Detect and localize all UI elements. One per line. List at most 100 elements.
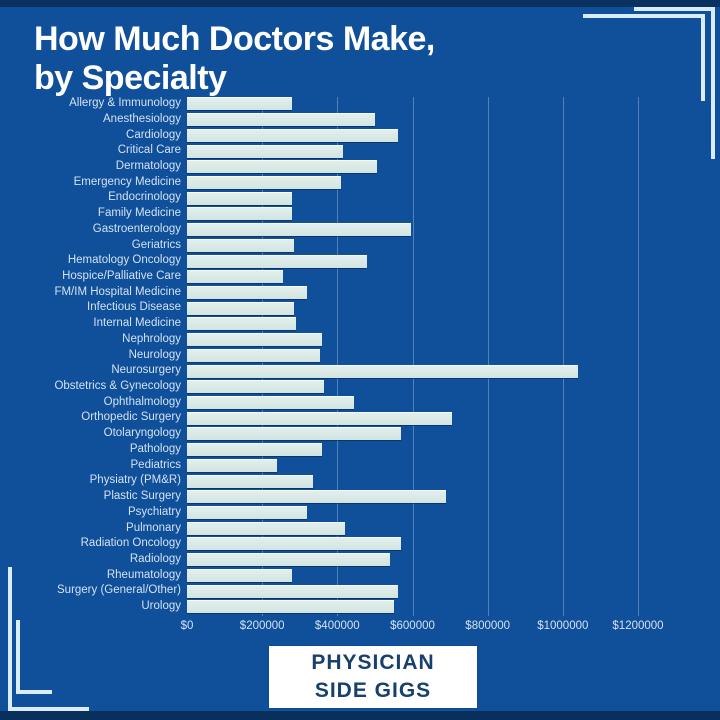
chart-rows: Allergy & Immunology Anesthesiology Cardio… xyxy=(0,96,720,615)
bar-area xyxy=(187,191,720,205)
bar-area xyxy=(187,348,720,362)
category-label: Hospice/Palliative Care xyxy=(62,270,181,283)
bar xyxy=(187,474,313,488)
bar xyxy=(187,333,323,347)
bar xyxy=(187,285,308,299)
tick-label: $600000 xyxy=(390,620,435,632)
bar-area xyxy=(187,584,720,598)
category-label: Anesthesiology xyxy=(103,112,181,125)
chart-row: Pathology xyxy=(0,442,720,458)
category-label: Urology xyxy=(141,600,181,613)
chart-row: Anesthesiology xyxy=(0,112,720,128)
category-label: Pulmonary xyxy=(126,521,181,534)
tick-label: $0 xyxy=(180,620,194,632)
bar xyxy=(187,443,323,457)
chart-row: Nephrology xyxy=(0,332,720,348)
category-label: Rheumatology xyxy=(106,568,181,581)
corner-frame-top-right-outer xyxy=(634,7,715,159)
category-label: Emergency Medicine xyxy=(73,175,181,188)
bar-area xyxy=(187,458,720,472)
bar xyxy=(187,223,411,237)
chart-row: Pediatrics xyxy=(0,458,720,474)
bar-area xyxy=(187,270,720,284)
tick-label: $1000000 xyxy=(537,620,589,632)
category-label: Pathology xyxy=(129,442,181,455)
brand-badge-line2: SIDE GIGS xyxy=(314,679,432,702)
bar-area xyxy=(187,254,720,268)
corner-frame-bottom-left-inner xyxy=(16,620,52,694)
bar-area xyxy=(187,506,720,520)
bar-area xyxy=(187,553,720,567)
chart-row: FM/IM Hospital Medicine xyxy=(0,285,720,301)
top-edge-strip xyxy=(0,0,720,7)
bar xyxy=(187,175,342,189)
bar-area xyxy=(187,490,720,504)
chart-row: Family Medicine xyxy=(0,206,720,222)
bar-area xyxy=(187,285,720,299)
tick-label: $800000 xyxy=(465,620,511,632)
gridline xyxy=(638,97,639,616)
category-label: Neurosurgery xyxy=(111,364,181,377)
bar-area xyxy=(187,521,720,535)
bar-area xyxy=(187,364,720,378)
bar xyxy=(187,458,278,472)
chart-row: Radiology xyxy=(0,552,720,568)
chart-row: Surgery (General/Other) xyxy=(0,583,720,599)
chart-row: Urology xyxy=(0,599,720,615)
chart-row: Physiatry (PM&R) xyxy=(0,473,720,489)
chart-row: Pulmonary xyxy=(0,520,720,536)
bar xyxy=(187,506,308,520)
gridline xyxy=(487,97,489,616)
chart-row: Neurology xyxy=(0,348,720,364)
bar xyxy=(187,521,345,535)
bar-area xyxy=(187,443,720,457)
bar-area xyxy=(187,160,720,174)
chart-row: Hematology Oncology xyxy=(0,253,720,269)
brand-badge: PHYSICIAN SIDE GIGS xyxy=(269,646,477,708)
bar xyxy=(187,144,343,158)
bar xyxy=(187,238,295,252)
bar-area xyxy=(187,537,720,551)
bar xyxy=(187,396,355,410)
bar xyxy=(187,427,402,441)
bar xyxy=(187,364,578,378)
bar xyxy=(187,380,325,394)
bar xyxy=(187,113,375,127)
category-label: Family Medicine xyxy=(97,207,181,220)
bar-area xyxy=(187,380,720,394)
tick-label: $200000 xyxy=(239,620,285,632)
bar xyxy=(187,584,398,598)
chart-row: Cardiology xyxy=(0,127,720,143)
category-label: Cardiology xyxy=(126,128,181,141)
category-label: Infectious Disease xyxy=(87,301,181,314)
bar xyxy=(187,207,293,221)
chart-row: Plastic Surgery xyxy=(0,489,720,505)
chart-row: Internal Medicine xyxy=(0,316,720,332)
chart-row: Ophthalmology xyxy=(0,395,720,411)
bar-area xyxy=(187,238,720,252)
bar-area xyxy=(187,411,720,425)
bar xyxy=(187,270,283,284)
bar-area xyxy=(187,568,720,582)
chart-row: Infectious Disease xyxy=(0,300,720,316)
tick-label: $1200000 xyxy=(612,620,664,632)
chart-row: Dermatology xyxy=(0,159,720,175)
bar xyxy=(187,191,293,205)
chart-row: Orthopedic Surgery xyxy=(0,410,720,426)
category-label: Allergy & Immunology xyxy=(69,97,181,110)
bar-area xyxy=(187,474,720,488)
chart-row: Rheumatology xyxy=(0,568,720,584)
gridline xyxy=(562,97,564,616)
chart-row: Emergency Medicine xyxy=(0,175,720,191)
page-title-line1: How Much Doctors Make, xyxy=(34,20,435,58)
category-label: Internal Medicine xyxy=(93,317,181,330)
chart-row: Hospice/Palliative Care xyxy=(0,269,720,285)
bottom-edge-strip xyxy=(0,711,720,720)
page-title: How Much Doctors Make, by Specialty xyxy=(34,20,435,99)
category-label: Gastroenterology xyxy=(92,222,181,235)
tick-label: $400000 xyxy=(314,620,360,632)
bar xyxy=(187,301,295,315)
corner-frame-top-right-inner xyxy=(583,14,705,101)
category-label: Physiatry (PM&R) xyxy=(89,474,181,487)
gridline xyxy=(337,97,339,616)
